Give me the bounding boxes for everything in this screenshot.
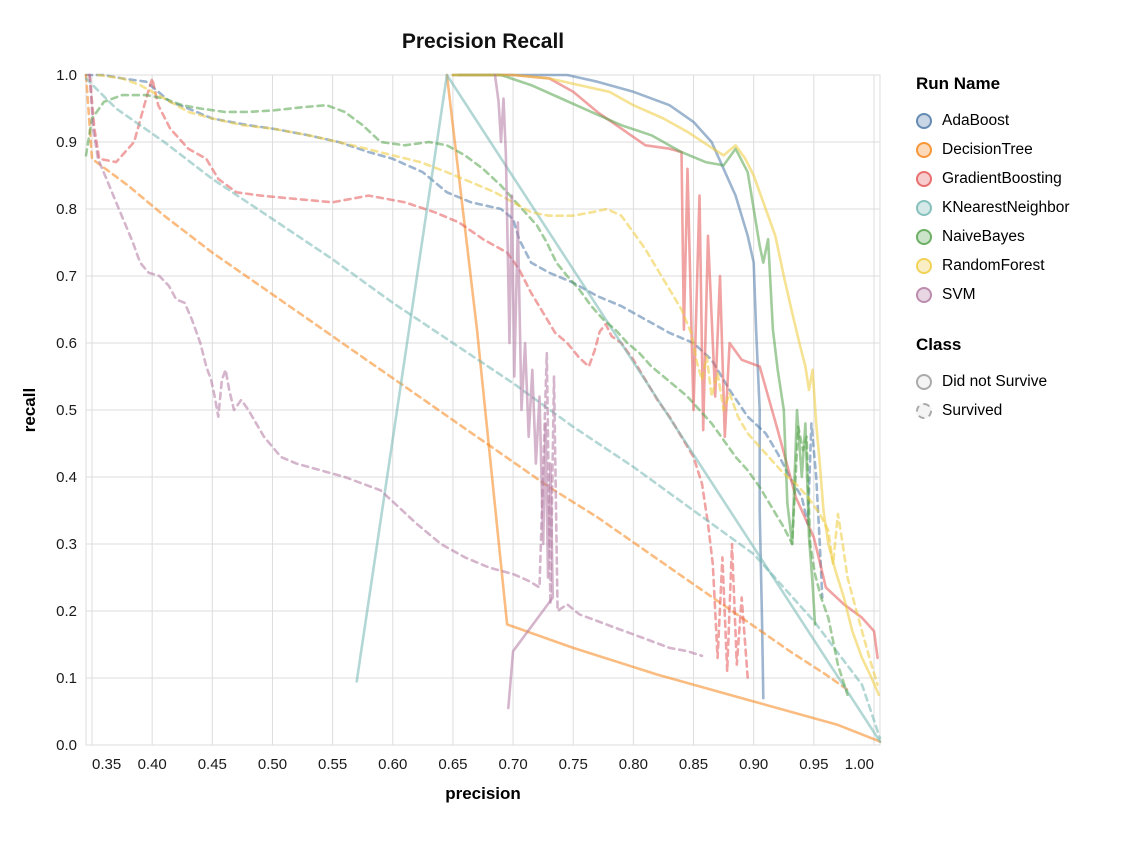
legend-symbol-svm — [916, 286, 932, 303]
x-axis-label: precision — [445, 784, 521, 803]
svg-text:1.00: 1.00 — [845, 756, 874, 773]
legend-symbol-dashed-circle-icon — [916, 402, 932, 419]
legend-item-naivebayes: NaiveBayes — [916, 222, 1134, 251]
svg-text:0.35: 0.35 — [92, 756, 121, 773]
legend-symbol-gradientboosting — [916, 170, 932, 187]
legend-label-svm: SVM — [942, 285, 976, 303]
legend-label-randomforest: RandomForest — [942, 256, 1045, 274]
legend-item-randomforest: RandomForest — [916, 251, 1134, 280]
y-axis-label: recall — [20, 387, 39, 433]
svg-text:0.1: 0.1 — [56, 670, 77, 687]
legend-item-svm: SVM — [916, 280, 1134, 309]
svg-text:0.6: 0.6 — [56, 335, 77, 352]
svg-text:0.7: 0.7 — [56, 268, 77, 285]
pr-plot-canvas: 0.35 0.40 0.45 0.50 0.55 0.60 0.65 0.70 0.75 0.80… — [56, 67, 882, 773]
svg-text:0.5: 0.5 — [56, 402, 77, 419]
svg-text:0.40: 0.40 — [138, 756, 167, 773]
svg-text:1.0: 1.0 — [56, 67, 77, 84]
svg-text:0.50: 0.50 — [258, 756, 287, 773]
svg-text:0.95: 0.95 — [799, 756, 828, 773]
legend-label-gradientboosting: GradientBoosting — [942, 169, 1062, 187]
legend-class-title: Class — [916, 335, 962, 354]
legend-item-survived: Survived — [916, 396, 1134, 425]
legend-symbol-decisiontree — [916, 141, 932, 158]
svg-text:0.55: 0.55 — [318, 756, 347, 773]
legend-item-adaboost: AdaBoost — [916, 106, 1134, 135]
legend-label-survived: Survived — [942, 401, 1003, 419]
svg-text:0.8: 0.8 — [56, 201, 77, 218]
legend: Run Name AdaBoost DecisionTree GradientB… — [916, 74, 1134, 425]
legend-symbol-naivebayes — [916, 228, 932, 245]
legend-run-title: Run Name — [916, 74, 1001, 93]
svg-text:0.2: 0.2 — [56, 603, 77, 620]
svg-text:0.4: 0.4 — [56, 469, 77, 486]
legend-item-did-not-survive: Did not Survive — [916, 367, 1134, 396]
legend-symbol-knearestneighbor — [916, 199, 932, 216]
svg-text:0.90: 0.90 — [739, 756, 768, 773]
legend-symbol-adaboost — [916, 112, 932, 129]
legend-label-naivebayes: NaiveBayes — [942, 227, 1025, 245]
legend-label-adaboost: AdaBoost — [942, 111, 1010, 129]
legend-symbol-randomforest — [916, 257, 932, 274]
legend-item-decisiontree: DecisionTree — [916, 135, 1134, 164]
legend-item-knearestneighbor: KNearestNeighbor — [916, 193, 1134, 222]
svg-text:0.65: 0.65 — [438, 756, 467, 773]
legend-symbol-solid-circle-icon — [916, 373, 932, 390]
svg-text:0.45: 0.45 — [198, 756, 227, 773]
legend-label-did-not-survive: Did not Survive — [942, 372, 1048, 390]
svg-text:0.3: 0.3 — [56, 536, 77, 553]
legend-item-gradientboosting: GradientBoosting — [916, 164, 1134, 193]
chart-title: Precision Recall — [401, 30, 565, 53]
svg-text:0.85: 0.85 — [679, 756, 708, 773]
svg-text:0.0: 0.0 — [56, 737, 77, 754]
legend-label-knearestneighbor: KNearestNeighbor — [942, 198, 1070, 216]
svg-text:0.60: 0.60 — [378, 756, 407, 773]
svg-text:0.70: 0.70 — [498, 756, 527, 773]
svg-text:0.75: 0.75 — [559, 756, 588, 773]
svg-text:0.80: 0.80 — [619, 756, 648, 773]
svg-text:0.9: 0.9 — [56, 134, 77, 151]
legend-label-decisiontree: DecisionTree — [942, 140, 1033, 158]
